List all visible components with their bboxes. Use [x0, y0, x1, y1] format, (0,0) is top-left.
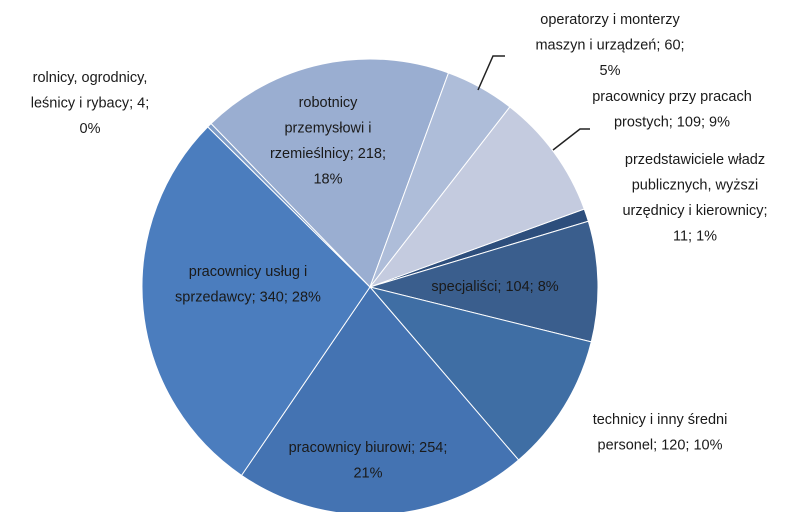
data-label-line: 18%: [313, 171, 342, 187]
data-label-line: publicznych, wyższi: [632, 177, 759, 193]
data-label: pracownicy usług i sprzedawcy; 340; 28%: [175, 264, 321, 306]
data-label-line: pracownicy biurowi; 254;: [289, 440, 448, 456]
leader-line: [477, 55, 505, 91]
data-label-line: technicy i inny średni: [593, 412, 728, 428]
data-label: rolnicy, ogrodnicy, leśnicy i rybacy; 4; 0…: [31, 70, 149, 137]
pie-slice: [368, 106, 585, 289]
data-label-line: personel; 120; 10%: [598, 437, 723, 453]
data-label-line: pracownicy przy pracach: [592, 89, 752, 105]
data-label-line: specjaliści; 104; 8%: [431, 279, 558, 295]
data-label: pracownicy biurowi; 254; 21%: [289, 440, 448, 482]
data-label-line: rolnicy, ogrodnicy,: [33, 70, 148, 86]
data-label: robotnicy przemysłowi i rzemieślnicy; 218;…: [270, 95, 386, 188]
data-label-line: 0%: [80, 121, 101, 137]
data-label-line: 5%: [600, 63, 621, 79]
pie-slice: [368, 220, 599, 343]
data-label: technicy i inny średni personel; 120; 10%: [593, 412, 728, 454]
data-label: specjaliści; 104; 8%: [431, 279, 558, 295]
data-label: pracownicy przy pracach prostych; 109; 9%: [592, 89, 752, 131]
pie-slice: [240, 286, 520, 512]
data-label-line: 21%: [353, 465, 382, 481]
data-label-line: operatorzy i monterzy: [540, 12, 680, 28]
data-label-line: przedstawiciele władz: [625, 152, 765, 168]
data-label: przedstawiciele władz publicznych, wyższi…: [622, 152, 767, 245]
data-label-line: maszyn i urządzeń; 60;: [535, 37, 684, 53]
data-label: operatorzy i monterzy maszyn i urządzeń; …: [535, 12, 684, 79]
data-label-line: prostych; 109; 9%: [614, 114, 730, 130]
data-label-line: rzemieślnicy; 218;: [270, 146, 386, 162]
data-label-line: robotnicy: [299, 95, 359, 111]
data-label-line: sprzedawcy; 340; 28%: [175, 289, 321, 305]
pie-slice: [368, 286, 592, 461]
leader-line: [552, 128, 590, 151]
pie-slice: [210, 58, 450, 288]
data-label-line: przemysłowi i: [284, 120, 371, 136]
pie-slice: [141, 126, 371, 477]
data-label-line: leśnicy i rybacy; 4;: [31, 95, 149, 111]
data-label-line: pracownicy usług i: [189, 264, 307, 280]
data-label-line: 11; 1%: [673, 228, 717, 244]
data-label-line: urzędnicy i kierownicy;: [622, 203, 767, 219]
